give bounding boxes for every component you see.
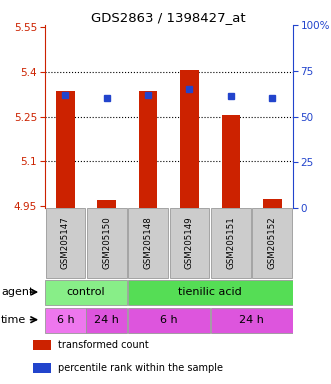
Text: 6 h: 6 h: [57, 315, 74, 325]
Bar: [128, 280, 293, 305]
Text: time: time: [1, 315, 26, 325]
Bar: [45, 280, 127, 305]
Text: tienilic acid: tienilic acid: [178, 287, 242, 297]
Bar: [86, 308, 127, 333]
Bar: [128, 209, 168, 278]
Text: 6 h: 6 h: [160, 315, 178, 325]
Bar: [252, 209, 292, 278]
Bar: [97, 200, 116, 208]
Text: agent: agent: [1, 287, 33, 297]
Bar: [221, 115, 240, 208]
Bar: [56, 91, 75, 208]
Bar: [87, 209, 126, 278]
Bar: [211, 209, 251, 278]
Bar: [263, 199, 282, 208]
Bar: [128, 308, 210, 333]
Text: GSM205148: GSM205148: [144, 216, 153, 269]
Bar: [45, 308, 86, 333]
Bar: [46, 209, 85, 278]
Bar: [180, 70, 199, 208]
Text: 24 h: 24 h: [239, 315, 264, 325]
Text: GSM205149: GSM205149: [185, 216, 194, 269]
Text: 24 h: 24 h: [94, 315, 119, 325]
Bar: [211, 308, 293, 333]
Text: GSM205147: GSM205147: [61, 216, 70, 269]
Text: control: control: [67, 287, 105, 297]
Bar: [139, 91, 158, 208]
Text: transformed count: transformed count: [58, 340, 149, 350]
Text: GSM205151: GSM205151: [226, 216, 235, 269]
Title: GDS2863 / 1398427_at: GDS2863 / 1398427_at: [91, 11, 246, 24]
Text: percentile rank within the sample: percentile rank within the sample: [58, 363, 223, 373]
Text: GSM205150: GSM205150: [102, 216, 111, 269]
Bar: [33, 363, 51, 373]
Bar: [33, 340, 51, 350]
Text: GSM205152: GSM205152: [268, 216, 277, 269]
Bar: [169, 209, 209, 278]
